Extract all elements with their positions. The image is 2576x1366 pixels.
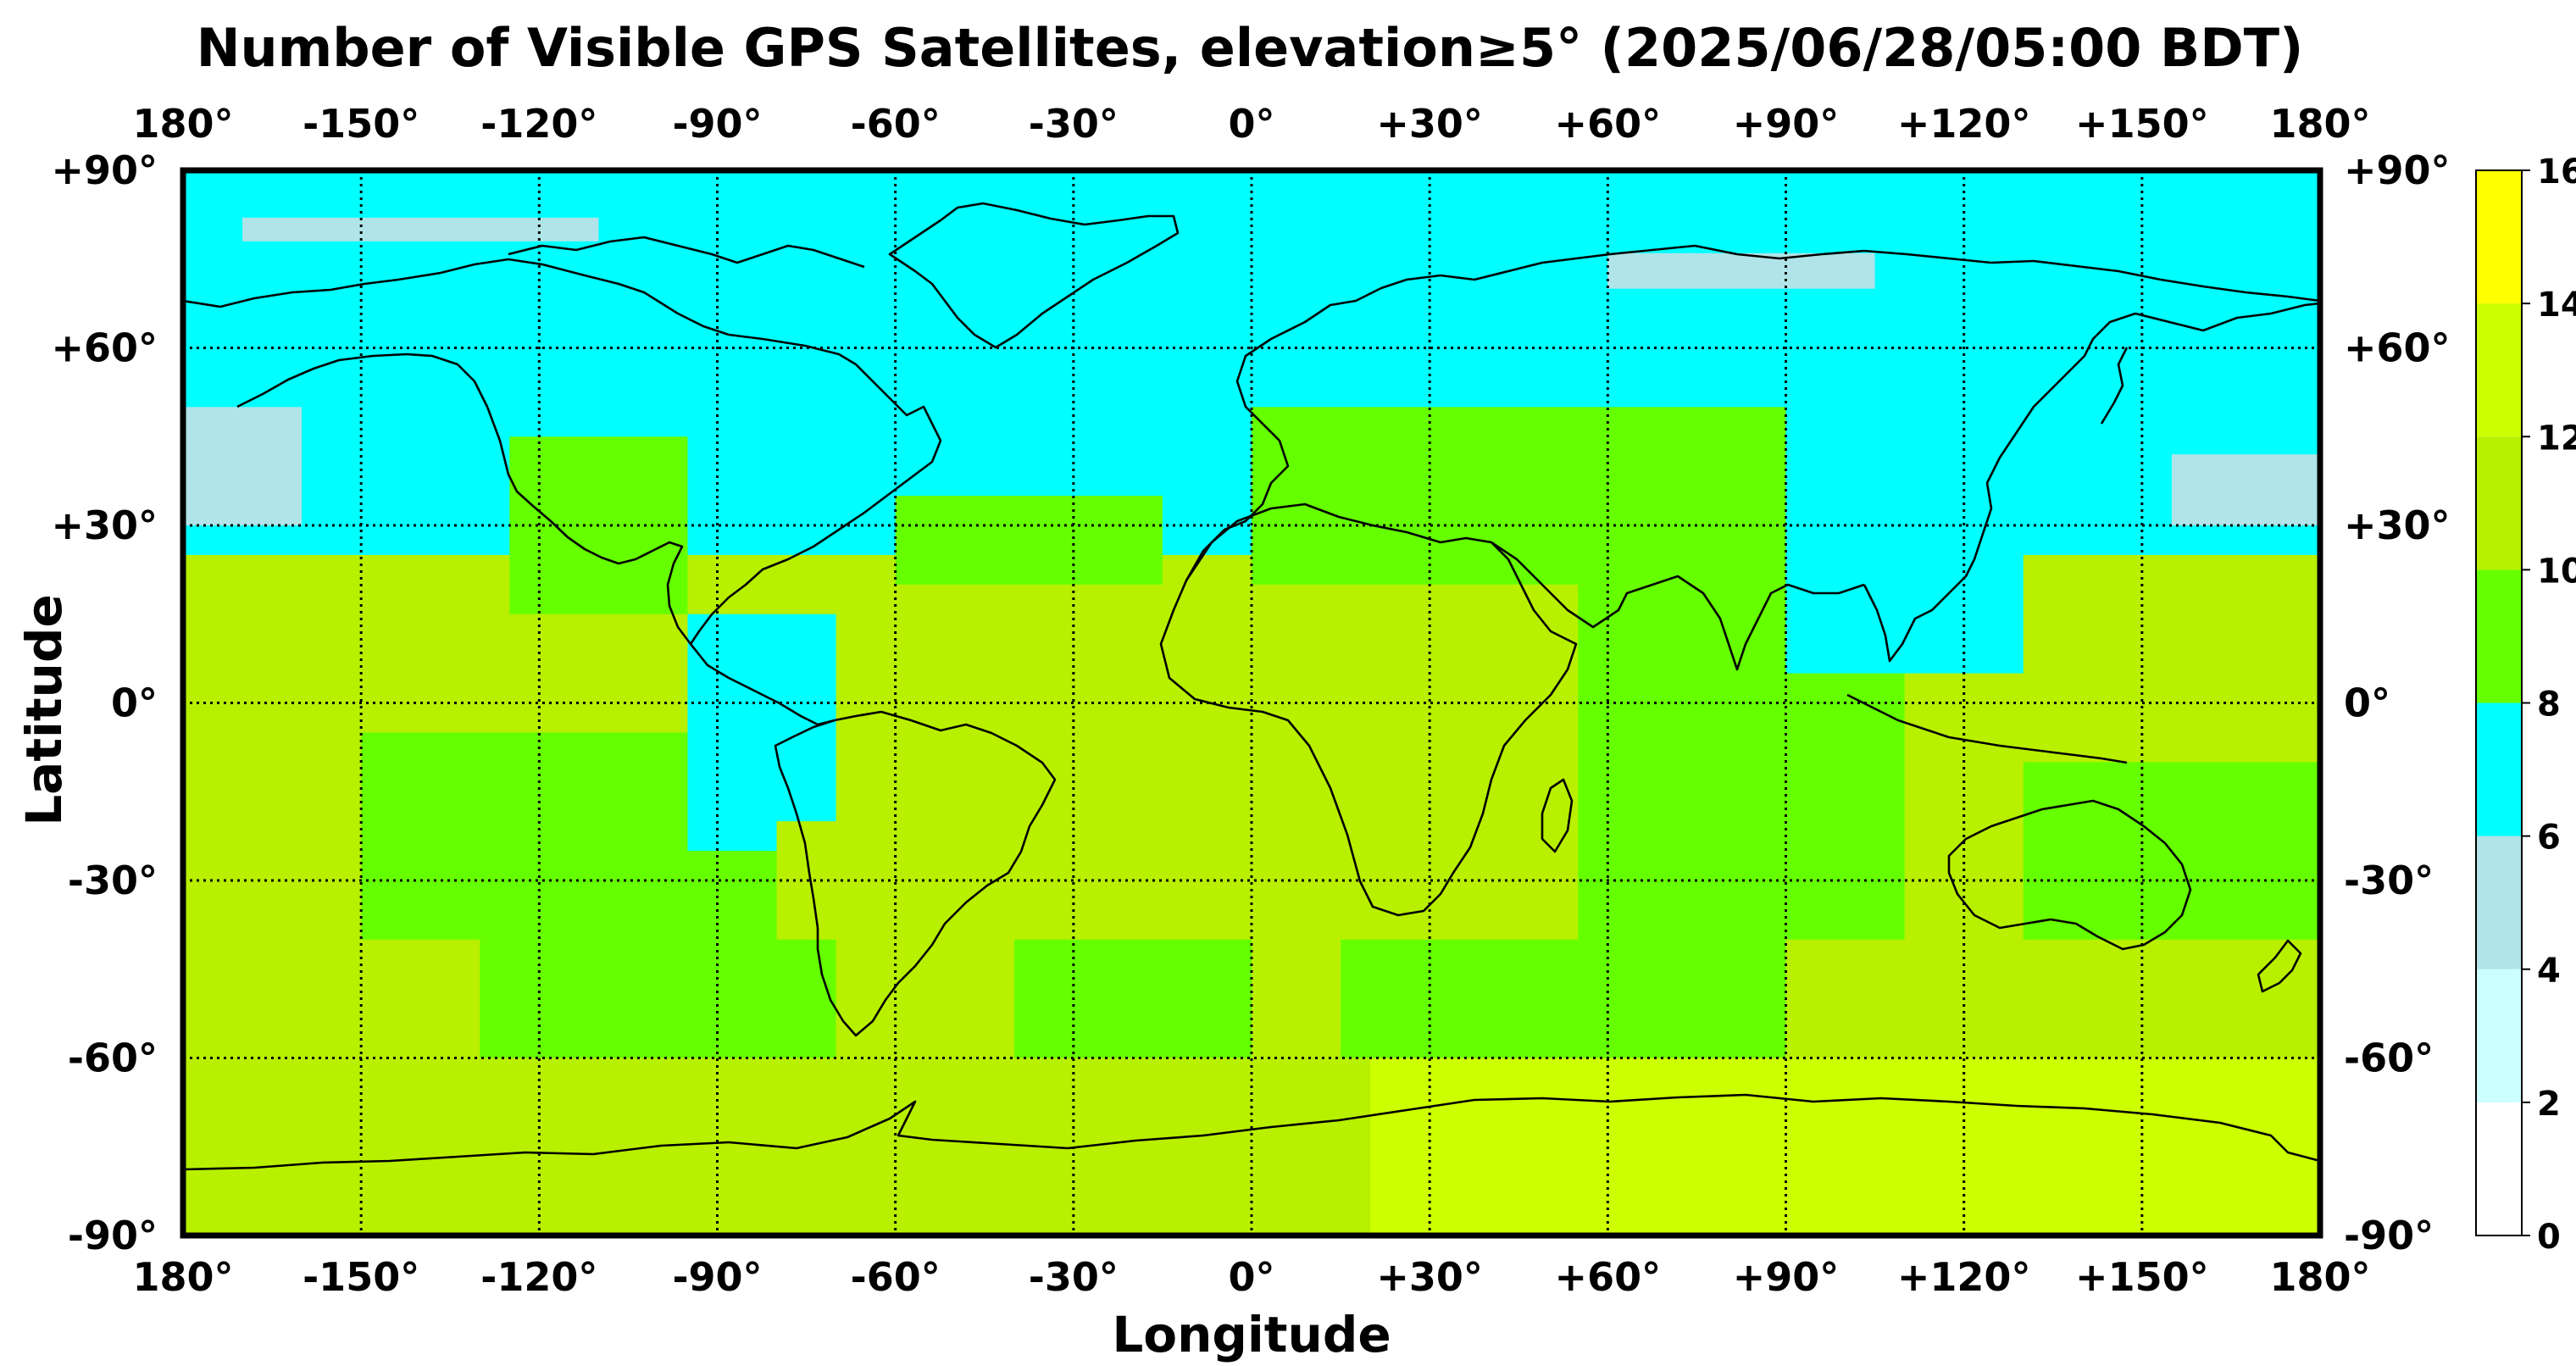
- x-tick-label-bottom: 180°: [132, 1254, 233, 1300]
- x-tick-label-top: 180°: [132, 101, 233, 147]
- colorbar-tick-label: 16: [2537, 153, 2576, 192]
- x-tick-label-bottom: -60°: [851, 1254, 941, 1300]
- heatmap-region-14: [1370, 1058, 2320, 1236]
- x-tick-label-top: -30°: [1029, 101, 1119, 147]
- heatmap-region-18: [1607, 253, 1875, 289]
- heatmap-region-7: [895, 496, 1163, 585]
- y-tick-label-left: +90°: [51, 147, 158, 193]
- map-frame: [180, 167, 2323, 1239]
- y-ticks-left: +90° +60° +30° 0° -30° -60° -90°: [51, 147, 158, 1258]
- x-tick-label-top: 180°: [2269, 101, 2370, 147]
- coastline-europe-asia: [1185, 244, 2320, 581]
- heatmap-region-15: [687, 762, 777, 852]
- y-tick-label-right: +90°: [2344, 147, 2451, 193]
- coastlines: [183, 202, 2320, 1171]
- colorbar-segment: [2476, 1102, 2522, 1236]
- coastline-japan: [2100, 347, 2129, 425]
- colorbar-segment: [2476, 836, 2522, 969]
- y-tick-label-right: -30°: [2344, 858, 2434, 903]
- colorbar-ticks: 0 2 4 6 8 10 12 14 16: [2522, 153, 2576, 1257]
- heatmap-region-4: [480, 939, 836, 1058]
- x-tick-label-top: -120°: [480, 101, 597, 147]
- y-axis-label: Latitude: [15, 594, 73, 826]
- coastline-central-america: [689, 643, 836, 726]
- coastline-indonesia: [1846, 693, 2128, 764]
- heatmap-region-11: [1341, 939, 1786, 1058]
- x-tick-label-bottom: -150°: [303, 1254, 419, 1300]
- colorbar-tick-label: 10: [2537, 552, 2576, 591]
- x-tick-label-top: -90°: [672, 101, 762, 147]
- chart-title: Number of Visible GPS Satellites, elevat…: [197, 17, 2304, 79]
- coastline-new-zealand: [2257, 939, 2302, 993]
- y-tick-label-left: +60°: [51, 325, 158, 371]
- y-tick-label-right: 0°: [2344, 680, 2390, 726]
- colorbar-tick-label: 4: [2537, 952, 2561, 991]
- y-tick-label-left: 0°: [111, 680, 158, 726]
- x-tick-label-top: 0°: [1228, 101, 1274, 147]
- x-ticks-top: 180° -150° -120° -90° -60° -30° 0° +30° +60° +90°…: [132, 101, 2370, 147]
- x-tick-label-top: -60°: [851, 101, 941, 147]
- x-tick-label-top: +60°: [1555, 101, 1662, 147]
- x-tick-label-bottom: -90°: [672, 1254, 762, 1300]
- x-axis-label: Longitude: [1112, 1306, 1391, 1363]
- heatmap-region-12: [1785, 525, 2024, 674]
- colorbar-segment: [2476, 702, 2522, 836]
- coastline-canadian-arctic: [508, 236, 865, 269]
- colorbar-tick-label: 14: [2537, 286, 2576, 325]
- y-tick-label-right: +30°: [2344, 503, 2451, 548]
- y-tick-label-left: -30°: [68, 858, 158, 903]
- y-tick-label-left: +30°: [51, 503, 158, 548]
- x-tick-label-top: +120°: [1897, 101, 2031, 147]
- heatmap-region-19: [2171, 454, 2320, 525]
- colorbar-tick-label: 8: [2537, 686, 2561, 725]
- x-tick-label-bottom: +90°: [1733, 1254, 1840, 1300]
- coastline-antarctica: [183, 1093, 2320, 1171]
- colorbar-segment: [2476, 969, 2522, 1102]
- colorbar-tick-label: 2: [2537, 1085, 2561, 1124]
- heatmap-region-9: [1252, 407, 1786, 585]
- x-tick-label-bottom: +30°: [1376, 1254, 1483, 1300]
- x-tick-label-bottom: +60°: [1555, 1254, 1662, 1300]
- colorbar-segment: [2476, 569, 2522, 703]
- colorbar-tick-label: 0: [2537, 1218, 2561, 1257]
- coastline-madagascar: [1541, 778, 1574, 853]
- y-tick-label-right: -90°: [2344, 1213, 2434, 1258]
- x-tick-label-bottom: 180°: [2269, 1254, 2370, 1300]
- x-tick-label-bottom: 0°: [1228, 1254, 1274, 1300]
- x-tick-label-top: -150°: [303, 101, 419, 147]
- y-ticks-right: +90° +60° +30° 0° -30° -60° -90°: [2344, 147, 2451, 1258]
- x-tick-label-top: +30°: [1376, 101, 1483, 147]
- map-area: [183, 170, 2320, 1236]
- colorbar-segment: [2476, 436, 2522, 570]
- coastline-north-america: [183, 258, 942, 646]
- y-tick-label-right: -60°: [2344, 1036, 2434, 1081]
- heatmap-region-8: [1013, 939, 1252, 1058]
- coastline-east-asia: [1863, 302, 2320, 663]
- x-tick-label-bottom: +150°: [2075, 1254, 2209, 1300]
- colorbar-tick-label: 6: [2537, 819, 2561, 858]
- x-tick-label-bottom: -120°: [480, 1254, 597, 1300]
- x-tick-label-top: +90°: [1733, 101, 1840, 147]
- colorbar-segment: [2476, 170, 2522, 304]
- coastline-africa: [1159, 503, 1578, 917]
- heatmap-region-16: [183, 407, 303, 525]
- colorbar-segment: [2476, 303, 2522, 437]
- y-tick-label-left: -60°: [68, 1036, 158, 1081]
- coastline-greenland: [888, 202, 1180, 349]
- y-tick-label-left: -90°: [68, 1213, 158, 1258]
- y-tick-label-right: +60°: [2344, 325, 2451, 371]
- colorbar: [2476, 170, 2522, 1236]
- x-tick-label-bottom: +120°: [1897, 1254, 2031, 1300]
- colorbar-tick-label: 12: [2537, 419, 2576, 458]
- x-tick-label-top: +150°: [2075, 101, 2209, 147]
- x-tick-label-bottom: -30°: [1029, 1254, 1119, 1300]
- coastline-australia: [1947, 799, 2192, 951]
- x-ticks-bottom: 180° -150° -120° -90° -60° -30° 0° +30° +60° +90°…: [132, 1254, 2370, 1300]
- heatmap-region-17: [242, 217, 599, 242]
- coastline-south-america: [774, 710, 1057, 1037]
- grid-lines: [183, 170, 2320, 1236]
